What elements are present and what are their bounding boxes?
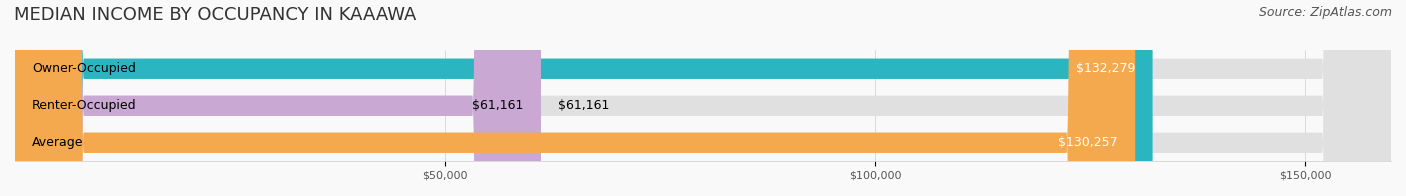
Text: $130,257: $130,257	[1059, 136, 1118, 149]
Text: $61,161: $61,161	[472, 99, 524, 112]
Text: Renter-Occupied: Renter-Occupied	[32, 99, 136, 112]
FancyBboxPatch shape	[15, 0, 1153, 196]
FancyBboxPatch shape	[15, 0, 1391, 196]
FancyBboxPatch shape	[15, 0, 1391, 196]
Text: $61,161: $61,161	[558, 99, 610, 112]
Text: MEDIAN INCOME BY OCCUPANCY IN KAAAWA: MEDIAN INCOME BY OCCUPANCY IN KAAAWA	[14, 6, 416, 24]
Text: Average: Average	[32, 136, 84, 149]
FancyBboxPatch shape	[15, 0, 541, 196]
FancyBboxPatch shape	[15, 0, 1135, 196]
Text: Source: ZipAtlas.com: Source: ZipAtlas.com	[1258, 6, 1392, 19]
Text: $132,279: $132,279	[1076, 62, 1136, 75]
FancyBboxPatch shape	[15, 0, 1391, 196]
Text: Owner-Occupied: Owner-Occupied	[32, 62, 136, 75]
